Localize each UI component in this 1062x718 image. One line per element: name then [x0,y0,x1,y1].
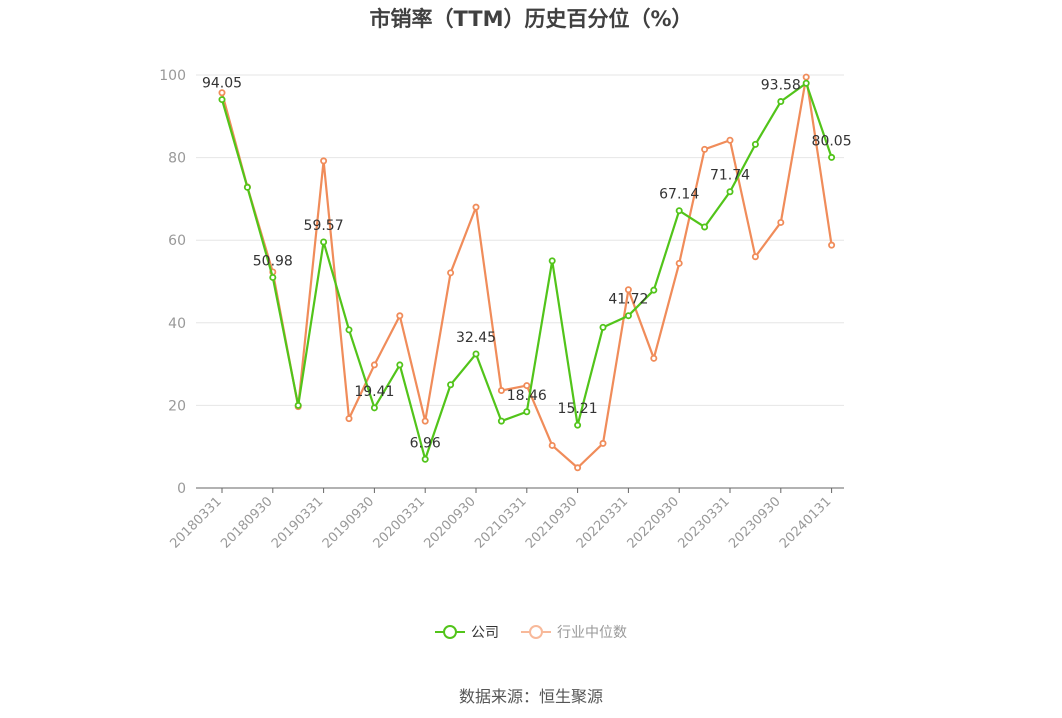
data-point-company[interactable] [320,238,328,246]
data-point-company[interactable] [523,408,531,416]
data-label: 32.45 [456,330,496,346]
data-label: 50.98 [253,253,293,269]
data-point-company[interactable] [701,223,709,231]
x-tick-label: 20200930 [421,494,478,551]
legend-item-industry[interactable]: 行业中位数 [521,622,627,642]
x-tick-label: 20210930 [523,494,580,551]
y-tick-label: 0 [177,481,186,497]
data-point-industry[interactable] [472,203,480,211]
data-point-industry[interactable] [523,382,531,390]
data-label: 71.74 [710,168,750,184]
data-point-company[interactable] [599,323,607,331]
data-point-industry[interactable] [370,361,378,369]
legend-industry-label: 行业中位数 [557,625,627,641]
data-point-company[interactable] [269,273,277,281]
data-point-company[interactable] [472,350,480,358]
x-tick-label: 20190930 [320,494,377,551]
legend-company-icon [435,625,465,639]
data-point-company[interactable] [777,98,785,106]
y-tick-label: 100 [159,68,186,84]
data-point-industry[interactable] [828,241,836,249]
data-point-company[interactable] [421,455,429,463]
data-label: 94.05 [202,76,242,92]
data-label: 6.96 [410,435,441,451]
x-tick-label: 20210331 [472,494,529,551]
data-point-industry[interactable] [751,253,759,261]
data-point-company[interactable] [828,153,836,161]
data-point-industry[interactable] [802,73,810,81]
data-label: 18.46 [507,388,547,404]
series [218,73,836,472]
data-point-industry[interactable] [675,259,683,267]
data-point-industry[interactable] [497,387,505,395]
data-point-company[interactable] [345,326,353,334]
data-point-company[interactable] [218,96,226,104]
data-point-industry[interactable] [701,145,709,153]
y-tick-label: 20 [168,398,186,414]
x-tick-label: 20230930 [726,494,783,551]
data-point-industry[interactable] [396,312,404,320]
data-point-industry[interactable] [218,89,226,97]
data-point-industry[interactable] [345,415,353,423]
data-point-company[interactable] [370,404,378,412]
x-tick-label: 20220930 [625,494,682,551]
data-point-company[interactable] [243,183,251,191]
y-tick-label: 80 [168,151,186,167]
axes: 0 20 40 60 80 100 2018033120180930201903312019… [159,68,844,552]
x-tick-label: 20200331 [371,494,428,551]
data-label: 19.41 [354,384,394,400]
data-point-industry[interactable] [548,441,556,449]
y-tick-label: 60 [168,233,186,249]
y-tick-label: 40 [168,316,186,332]
x-tick-label: 20240131 [777,494,834,551]
x-tick-label: 20220331 [574,494,631,551]
data-point-company[interactable] [574,421,582,429]
legend-item-company[interactable]: 公司 [435,622,499,642]
data-point-industry[interactable] [777,218,785,226]
data-point-industry[interactable] [599,439,607,447]
data-point-industry[interactable] [726,136,734,144]
line-chart: 0 20 40 60 80 100 2018033120180930201903312019… [159,68,852,552]
data-point-industry[interactable] [624,286,632,294]
data-label: 80.05 [812,133,852,149]
legend-industry-icon [521,625,551,639]
data-point-company[interactable] [624,312,632,320]
data-point-company[interactable] [497,417,505,425]
data-point-company[interactable] [751,140,759,148]
legend-company-label: 公司 [471,625,499,641]
data-point-company[interactable] [802,79,810,87]
x-tick-label: 20230331 [675,494,732,551]
legend: 公司 行业中位数 [0,622,1062,642]
data-label: 67.14 [659,187,699,203]
data-point-company[interactable] [650,286,658,294]
grid-lines [196,74,844,406]
data-labels: 94.05 50.98 59.57 19.41 6.96 32.45 18.46 15.21 4… [202,76,852,452]
chart-title: 市销率（TTM）历史百分位（%） [369,7,693,31]
data-label: 93.58 [761,78,801,94]
data-point-company[interactable] [726,188,734,196]
data-point-industry[interactable] [447,269,455,277]
data-point-company[interactable] [548,257,556,265]
data-label: 59.57 [304,218,344,234]
data-point-company[interactable] [447,381,455,389]
x-tick-label: 20190331 [269,494,326,551]
data-point-company[interactable] [396,361,404,369]
data-point-company[interactable] [294,401,302,409]
x-tick-label: 20180930 [218,494,275,551]
data-point-industry[interactable] [320,157,328,165]
source-text: 数据来源：恒生聚源 [458,687,603,706]
data-label: 15.21 [558,401,598,417]
x-tick-label: 20180331 [167,494,224,551]
data-point-company[interactable] [675,207,683,215]
data-point-industry[interactable] [574,464,582,472]
data-point-industry[interactable] [650,354,658,362]
data-label: 41.72 [608,292,648,308]
data-point-industry[interactable] [421,417,429,425]
